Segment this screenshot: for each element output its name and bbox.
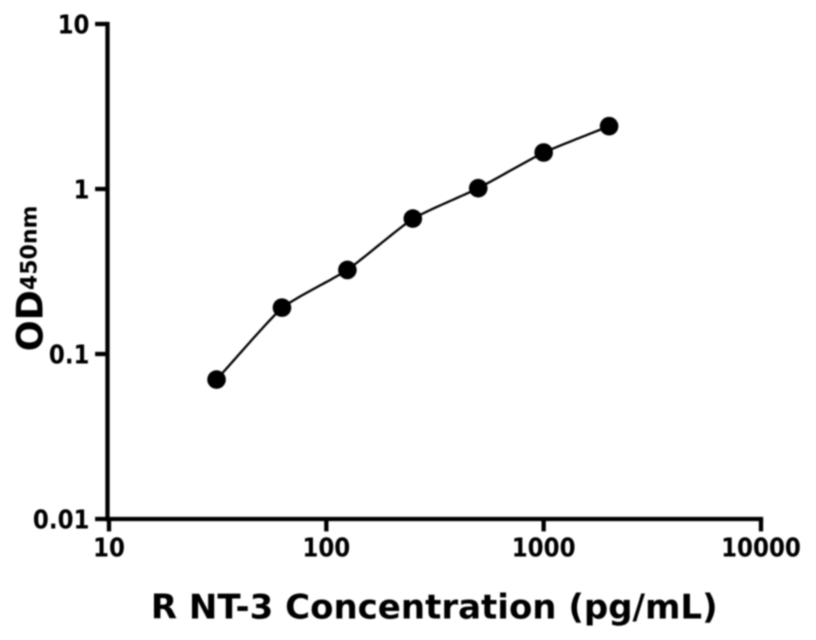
y-axis-title-subscript: 450nm [18, 206, 43, 291]
y-axis-title-main: OD [9, 290, 52, 351]
standard-curve-line [215, 125, 611, 381]
data-point [403, 209, 423, 228]
y-tick-label: 0.1 [49, 340, 90, 370]
data-point [599, 116, 619, 136]
y-tick-label: 1 [74, 175, 90, 205]
y-tick-label: 0.01 [33, 505, 90, 535]
axes [105, 21, 764, 522]
y-tick-label: 10 [58, 10, 90, 40]
x-tick-label: 1000 [512, 534, 576, 564]
data-points [207, 116, 619, 389]
data-point [338, 260, 357, 280]
data-point [272, 298, 292, 317]
data-point [534, 143, 553, 162]
x-tick-label: 10 [93, 534, 125, 564]
x-tick-label: 100 [302, 534, 350, 564]
x-axis-title: R NT-3 Concentration (pg/mL) [151, 588, 718, 628]
data-point [207, 370, 226, 389]
tick-labels: 0.01 0.1 1 10 10 100 1000 10000 [33, 10, 801, 563]
tick-marks [95, 21, 764, 532]
curve-layer [215, 125, 611, 381]
x-tick-label: 10000 [721, 534, 801, 564]
data-point [468, 178, 488, 198]
y-axis-title: OD450nm [9, 206, 52, 352]
